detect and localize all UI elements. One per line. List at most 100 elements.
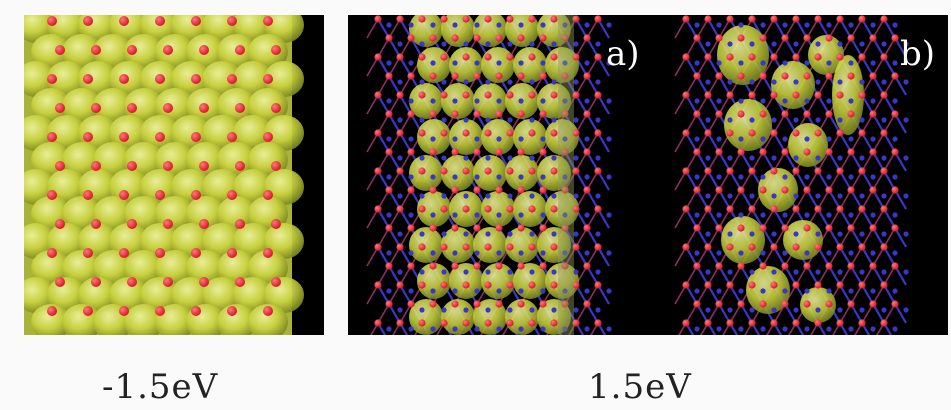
caption-left: -1.5eV [102,367,219,407]
atom [595,307,601,313]
oxygen-atom [880,319,888,327]
oxygen-atom [528,319,536,327]
atom [705,307,711,313]
oxygen-atom [726,91,734,99]
atom [595,79,601,85]
atom [485,193,491,199]
oxygen-atom [693,110,701,118]
oxygen-atom [440,15,448,23]
bond [597,284,610,305]
oxygen-atom [726,319,734,327]
oxygen-atom [704,91,712,99]
bond [773,208,786,229]
atom [738,326,744,332]
atom [595,269,601,275]
oxygen-atom [263,132,273,142]
atom [782,326,788,332]
oxygen-atom [836,129,844,137]
bond [762,56,775,77]
oxygen-atom [550,129,558,137]
oxygen-atom [528,281,536,289]
bond [872,208,885,229]
atom [848,98,854,104]
oxygen-atom [385,110,393,118]
oxygen-atom [594,205,602,213]
oxygen-atom [528,91,536,99]
oxygen-atom [484,319,492,327]
bond [722,322,731,335]
oxygen-atom [418,281,426,289]
bond [872,18,885,39]
bond [828,113,841,134]
oxygen-atom [374,129,382,137]
atom [452,326,458,332]
oxygen-atom [462,205,470,213]
atom [881,79,887,85]
oxygen-atom [517,72,525,80]
oxygen-atom [539,72,547,80]
atom [518,136,524,142]
bond [399,284,412,305]
oxygen-atom [836,91,844,99]
atom [496,174,502,180]
oxygen-atom [561,224,569,232]
bond [850,227,863,248]
bond [597,56,610,77]
atom [474,60,480,66]
oxygen-atom [748,319,756,327]
oxygen-atom [127,103,137,113]
oxygen-atom [583,224,591,232]
atom [606,288,612,294]
oxygen-atom [704,53,712,61]
oxygen-atom [748,91,756,99]
oxygen-atom [737,300,745,308]
atom [859,79,865,85]
nanotube-density-image-right [366,15,909,335]
nanotube-density-image-left [24,15,304,335]
bond [564,151,577,172]
bond [718,151,731,172]
oxygen-atom [385,186,393,194]
atom [507,269,513,275]
bond [861,151,874,172]
oxygen-atom [235,219,245,229]
atom [870,136,876,142]
oxygen-atom [385,72,393,80]
bond [377,208,390,229]
atom [419,269,425,275]
density-lobe [171,115,211,151]
atom [474,22,480,28]
atom [760,288,766,294]
atom [452,60,458,66]
bond [810,322,819,335]
atom [485,41,491,47]
atom [848,136,854,142]
atom [870,60,876,66]
oxygen-atom [407,34,415,42]
oxygen-atom [429,186,437,194]
bond [586,208,599,229]
oxygen-atom [473,224,481,232]
oxygen-atom [396,281,404,289]
oxygen-atom [682,167,690,175]
atom [771,269,777,275]
bond [883,170,896,191]
atom [430,174,436,180]
atom [705,269,711,275]
atom [848,212,854,218]
bond [590,322,599,335]
oxygen-atom [814,167,822,175]
bond [894,227,907,248]
atom [397,79,403,85]
oxygen-atom [561,72,569,80]
oxygen-atom [440,319,448,327]
oxygen-atom [737,110,745,118]
bond [388,170,401,191]
oxygen-atom [737,262,745,270]
atom [738,136,744,142]
bond [388,284,401,305]
atom [452,22,458,28]
oxygen-atom [858,205,866,213]
bond [586,132,599,153]
bond [696,56,709,77]
